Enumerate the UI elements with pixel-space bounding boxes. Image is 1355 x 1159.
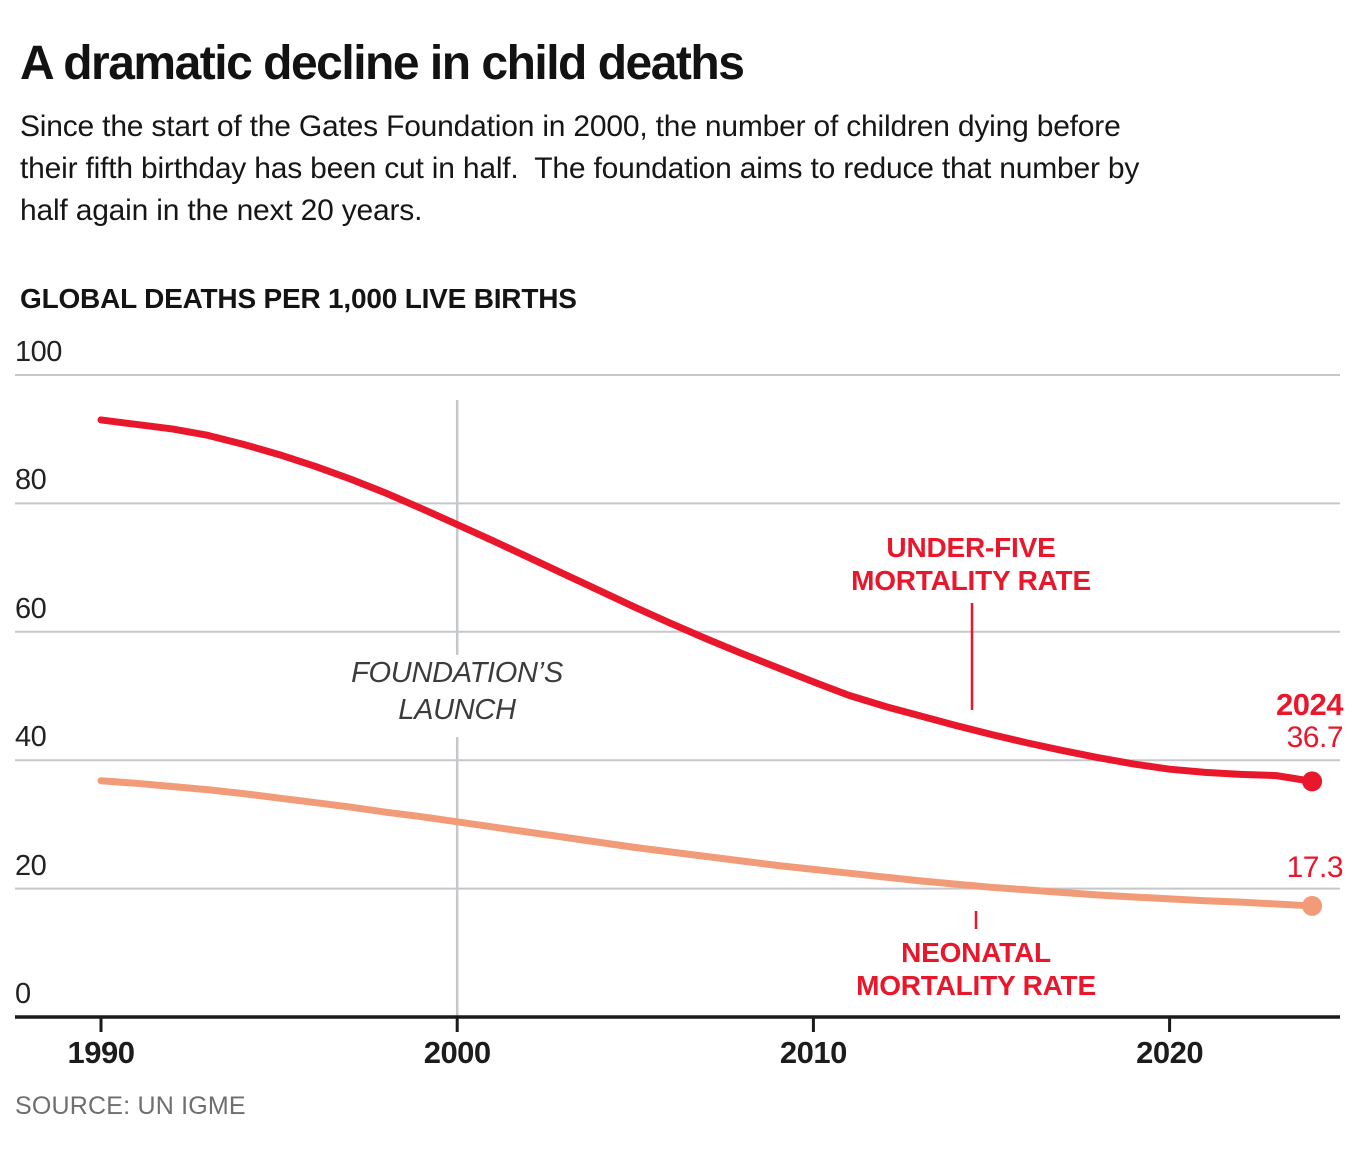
- x-tick-label: 2010: [779, 1035, 847, 1070]
- y-tick-label: 60: [15, 592, 47, 625]
- y-tick-label: 40: [15, 721, 47, 754]
- x-tick-label: 1990: [67, 1035, 135, 1070]
- y-tick-label: 0: [15, 978, 31, 1010]
- neonatal-series-label: NEONATAL MORTALITY RATE: [856, 937, 1096, 1001]
- x-tick-label: 2020: [1136, 1035, 1204, 1070]
- y-tick-label: 20: [15, 849, 47, 882]
- foundation-launch-label: FOUNDATION’S LAUNCH: [351, 657, 563, 726]
- under-five-series-line: [97, 416, 1316, 785]
- under-five-series-label: UNDER-FIVE MORTALITY RATE: [851, 532, 1091, 596]
- neonatal-end-dot: [1302, 895, 1323, 916]
- page-subtitle: Since the start of the Gates Foundation …: [20, 110, 1140, 227]
- x-tick-label: 2000: [423, 1035, 491, 1070]
- end-year-label: 2024: [1276, 687, 1343, 722]
- neonatal-end-value: 17.3: [1286, 851, 1344, 884]
- under-five-end-dot: [1302, 771, 1323, 792]
- under-five-end-value: 36.7: [1286, 721, 1344, 754]
- source-note: SOURCE: UN IGME: [15, 1092, 246, 1120]
- page-title: A dramatic decline in child deaths: [20, 37, 745, 90]
- y-tick-label: 100: [15, 336, 62, 368]
- neonatal-series-line: [97, 777, 1316, 910]
- axis-title: GLOBAL DEATHS PER 1,000 LIVE BIRTHS: [20, 283, 577, 314]
- y-tick-label: 80: [15, 464, 47, 497]
